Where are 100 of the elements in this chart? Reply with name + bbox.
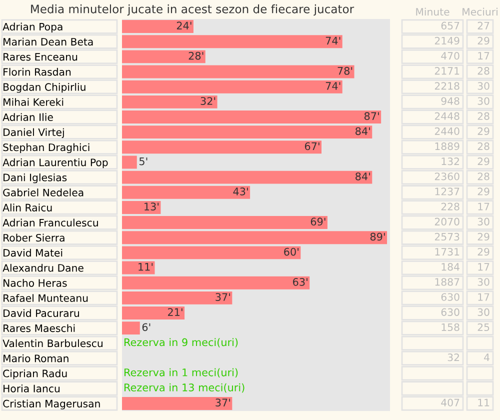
data-label: 30: [478, 218, 490, 226]
data-label: 63': [293, 278, 308, 286]
data-label: 630: [441, 308, 460, 316]
data-label: 29: [478, 232, 490, 241]
data-label: 132: [442, 158, 459, 166]
data-label: 2070: [434, 218, 460, 226]
data-label: 2218: [434, 82, 460, 90]
data-label: 69': [310, 218, 326, 226]
chart-title: Media minutelor jucate in acest sezon de fiecare jucator: [31, 4, 354, 16]
bar: [122, 246, 301, 260]
y-tick-label: Mario Roman: [4, 354, 68, 362]
bar: [122, 126, 372, 139]
data-label: 17: [478, 293, 490, 301]
data-label: 32: [448, 354, 459, 362]
y-tick-label: David Pacuraru: [4, 309, 79, 317]
bar: [122, 20, 194, 34]
data-label: 2440: [434, 127, 460, 136]
data-label: 84': [356, 127, 370, 136]
x-tick-label: Meciuri: [462, 8, 498, 16]
data-label: 2448: [434, 112, 460, 120]
y-tick-label: David Matei: [4, 248, 62, 257]
data-label: 17: [478, 202, 490, 210]
data-label: 37': [216, 398, 230, 406]
y-tick-label: Rafael Munteanu: [4, 294, 88, 302]
bar: [122, 186, 250, 199]
data-label: 4: [484, 354, 490, 362]
data-label: 28: [478, 142, 490, 150]
data-label: 89': [370, 232, 385, 241]
data-label: 29: [478, 248, 490, 256]
bar: [122, 216, 328, 230]
data-label: 29: [478, 36, 490, 45]
y-tick-label: Adrian Franculescu: [2, 218, 98, 227]
data-label: 407: [441, 398, 460, 406]
y-tick-label: Adrian Popa: [2, 22, 62, 32]
bar: [122, 170, 372, 184]
y-tick-label: Marian Dean Beta: [4, 38, 93, 46]
data-label: 11': [138, 263, 153, 271]
data-label: 17: [478, 52, 490, 60]
data-label: 28: [478, 112, 490, 120]
data-label: 28: [478, 67, 490, 75]
data-label: 2149: [434, 36, 460, 45]
bar: [122, 156, 137, 169]
data-label: 1731: [435, 248, 460, 256]
data-label: 37': [216, 293, 230, 301]
data-label: 17: [478, 263, 490, 271]
y-tick-label: Florin Rasdan: [4, 68, 71, 76]
y-tick-label: Ciprian Radu: [3, 369, 67, 380]
y-tick-label: Alin Raicu: [2, 204, 52, 212]
data-label: 29: [478, 188, 490, 196]
data-label: 2360: [434, 172, 460, 180]
bar: [122, 110, 382, 124]
data-label: 27: [478, 22, 490, 30]
y-tick-label: Stephan Draghici: [3, 143, 90, 154]
text: Rezerva in 13 meci(uri): [124, 383, 244, 393]
data-label: 1889: [435, 142, 460, 150]
y-tick-label: Bogdan Chipirliu: [4, 82, 86, 93]
bar: [122, 231, 388, 244]
data-label: 29: [478, 127, 490, 136]
data-label: 60': [284, 248, 298, 256]
bar: [122, 80, 342, 94]
y-tick-label: Rober Sierra: [4, 234, 64, 242]
data-label: 30: [478, 82, 490, 90]
data-label: 1887: [435, 278, 460, 286]
y-tick-label: Gabriel Nedelea: [3, 188, 84, 196]
data-label: 67': [304, 142, 320, 150]
data-label: 29: [478, 158, 490, 166]
data-label: 28': [188, 52, 204, 60]
data-label: 13': [144, 202, 159, 210]
data-label: 6': [142, 323, 150, 332]
text: Rezerva in 9 meci(uri): [124, 338, 238, 348]
data-label: 630: [441, 293, 460, 301]
data-label: 1237: [435, 188, 460, 196]
bar: [122, 276, 310, 290]
data-label: 2171: [434, 67, 460, 75]
bar: [122, 50, 206, 64]
data-label: 948: [441, 97, 460, 105]
data-label: 657: [441, 22, 460, 30]
data-label: 28: [478, 172, 490, 180]
y-tick-label: Alexandru Dane: [2, 264, 84, 272]
bar: [122, 200, 161, 214]
y-tick-label: Nacho Heras: [4, 278, 67, 287]
y-tick-label: Horia Iancu: [4, 384, 60, 392]
y-tick-label: Dani Iglesias: [4, 173, 67, 184]
y-tick-label: Valentin Barbulescu: [2, 339, 102, 348]
y-tick-label: Daniel Virtej: [4, 128, 64, 138]
data-label: 87': [364, 112, 379, 120]
data-label: 43': [233, 188, 248, 196]
data-label: 25: [478, 323, 490, 332]
data-label: 24': [176, 22, 192, 30]
data-label: 74': [326, 36, 340, 44]
bar: [122, 65, 354, 78]
y-tick-label: Rares Maeschi: [4, 324, 75, 332]
bar: [122, 306, 185, 320]
y-tick-label: Cristian Magerusan: [3, 400, 100, 410]
data-label: 32': [200, 97, 216, 105]
y-tick-label: Adrian Ilie: [2, 113, 53, 121]
data-label: 84': [356, 172, 370, 180]
bar: [122, 291, 232, 304]
data-label: 30: [478, 308, 490, 316]
data-label: 184: [442, 263, 460, 271]
